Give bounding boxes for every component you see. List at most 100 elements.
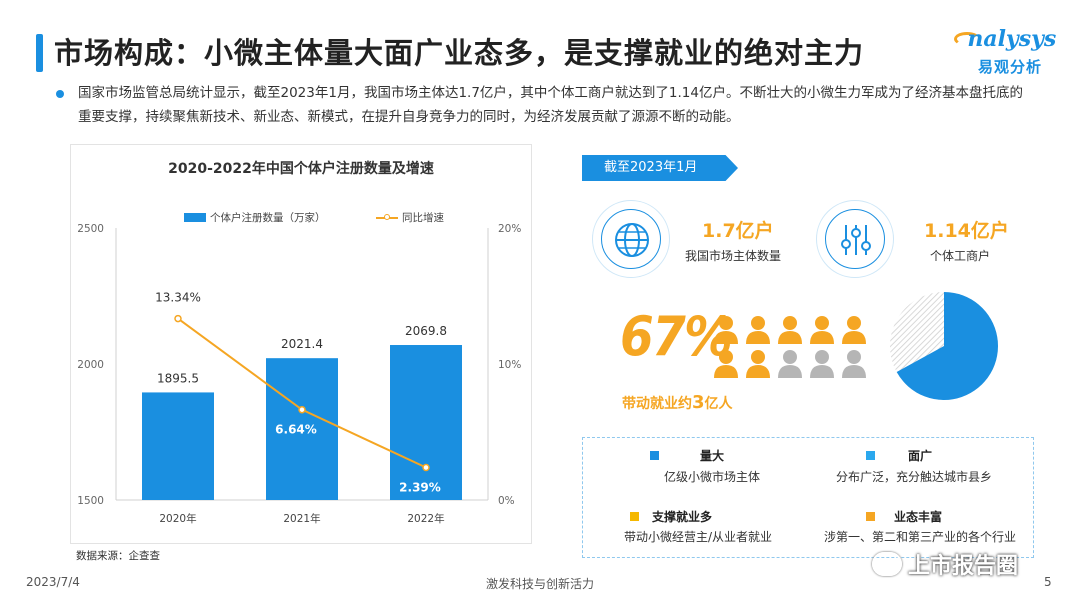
person-body bbox=[810, 365, 834, 378]
bar bbox=[142, 392, 214, 500]
feature-desc-diversity: 涉第一、第二和第三产业的各个行业 bbox=[824, 530, 1017, 544]
globe-circle-inner bbox=[601, 209, 661, 269]
person-head bbox=[815, 350, 829, 364]
person-icon bbox=[810, 316, 834, 344]
feature-desc-volume: 亿级小微市场主体 bbox=[664, 470, 761, 484]
person-icon bbox=[746, 350, 770, 378]
employment-text: 带动就业约3亿人 bbox=[622, 392, 733, 413]
legend-item-bars: 个体户注册数量（万家） bbox=[184, 210, 326, 225]
footer-slogan: 激发科技与创新活力 bbox=[485, 577, 594, 591]
bar-value-label: 2021.4 bbox=[281, 337, 323, 351]
page-number: 5 bbox=[1044, 575, 1052, 589]
person-body bbox=[746, 331, 770, 344]
pie-share-slice bbox=[896, 292, 998, 400]
feature-title-coverage: 面广 bbox=[908, 449, 933, 463]
x-tick-label: 2020年 bbox=[159, 512, 196, 525]
feature-marker-coverage bbox=[866, 451, 875, 460]
page-title: 市场构成：小微主体量大面广业态多，是支撑就业的绝对主力 bbox=[54, 36, 865, 70]
bar bbox=[266, 358, 338, 500]
person-head bbox=[751, 350, 765, 364]
growth-point bbox=[174, 314, 182, 323]
legend-swatch-line bbox=[376, 213, 398, 220]
person-icon bbox=[714, 316, 738, 344]
y-tick-right: 20% bbox=[498, 223, 521, 235]
wechat-icon bbox=[872, 552, 902, 576]
globe-icon bbox=[615, 223, 649, 257]
feature-marker-volume bbox=[650, 451, 659, 460]
logo-swoosh-icon bbox=[954, 32, 980, 46]
growth-point bbox=[298, 405, 306, 414]
sliders-icon bbox=[841, 225, 871, 255]
person-head bbox=[815, 316, 829, 330]
person-head bbox=[847, 350, 861, 364]
feature-title-employment: 支撑就业多 bbox=[652, 510, 713, 524]
y-tick-right: 10% bbox=[498, 359, 521, 371]
growth-label: 6.64% bbox=[275, 423, 317, 437]
person-icon bbox=[842, 316, 866, 344]
person-head bbox=[719, 350, 733, 364]
footer-date: 2023/7/4 bbox=[26, 575, 80, 589]
people-grid bbox=[714, 316, 866, 378]
person-body bbox=[810, 331, 834, 344]
share-percentage: 67% bbox=[620, 305, 733, 368]
person-icon bbox=[842, 350, 866, 378]
globe-circle bbox=[592, 200, 670, 278]
feature-title-volume: 量大 bbox=[700, 449, 725, 463]
bar-value-label: 2069.8 bbox=[405, 324, 447, 338]
stat-market-entities-label: 我国市场主体数量 bbox=[685, 249, 782, 263]
person-head bbox=[751, 316, 765, 330]
person-body bbox=[778, 365, 802, 378]
y-tick-left: 1500 bbox=[77, 495, 104, 507]
y-tick-left: 2500 bbox=[77, 223, 104, 235]
person-body bbox=[842, 331, 866, 344]
growth-point bbox=[422, 463, 430, 472]
stat-individual-business-label: 个体工商户 bbox=[930, 249, 991, 263]
feature-desc-coverage: 分布广泛，充分触达城市县乡 bbox=[836, 470, 993, 484]
person-icon bbox=[746, 316, 770, 344]
person-icon bbox=[714, 350, 738, 378]
bar bbox=[390, 345, 462, 500]
x-tick-label: 2022年 bbox=[407, 512, 444, 525]
stat-individual-business-value: 1.14亿户 bbox=[924, 220, 1009, 242]
feature-desc-employment: 带动小微经营主/从业者就业 bbox=[624, 530, 773, 544]
feature-title-diversity: 业态丰富 bbox=[894, 510, 943, 524]
analysys-logo: nalysys 易观分析 bbox=[952, 26, 1064, 82]
x-tick-label: 2021年 bbox=[283, 512, 320, 525]
person-body bbox=[778, 331, 802, 344]
y-tick-right: 0% bbox=[498, 495, 515, 507]
sliders-circle bbox=[816, 200, 894, 278]
person-head bbox=[783, 316, 797, 330]
feature-marker-diversity bbox=[866, 512, 875, 521]
logo-text-en: nalysys bbox=[967, 26, 1057, 52]
person-body bbox=[714, 331, 738, 344]
title-accent-bar bbox=[36, 34, 43, 72]
legend-swatch-bar bbox=[184, 213, 206, 222]
chart-title: 2020-2022年中国个体户注册数量及增速 bbox=[168, 161, 434, 177]
person-icon bbox=[778, 316, 802, 344]
person-head bbox=[783, 350, 797, 364]
share-pie-chart bbox=[890, 292, 998, 400]
person-icon bbox=[778, 350, 802, 378]
growth-label: 2.39% bbox=[399, 480, 441, 494]
feature-marker-employment bbox=[630, 512, 639, 521]
person-body bbox=[746, 365, 770, 378]
person-body bbox=[842, 365, 866, 378]
bar-value-label: 1895.5 bbox=[157, 371, 199, 385]
legend-label-line: 同比增速 bbox=[402, 212, 444, 224]
y-tick-left: 2000 bbox=[77, 359, 104, 371]
legend-item-line: 同比增速 bbox=[376, 210, 444, 225]
intro-paragraph: 国家市场监管总局统计显示，截至2023年1月，我国市场主体达1.7亿户，其中个体… bbox=[78, 85, 1023, 125]
person-head bbox=[847, 316, 861, 330]
bullet-dot-icon bbox=[56, 90, 64, 98]
legend-label-bars: 个体户注册数量（万家） bbox=[210, 212, 326, 224]
person-body bbox=[714, 365, 738, 378]
date-ribbon: 截至2023年1月 bbox=[582, 155, 738, 181]
sliders-circle-inner bbox=[825, 209, 885, 269]
growth-label: 13.34% bbox=[155, 291, 201, 305]
person-head bbox=[719, 316, 733, 330]
logo-text-cn: 易观分析 bbox=[978, 58, 1043, 76]
watermark-text: 上市报告圈 bbox=[908, 554, 1019, 579]
data-source: 数据来源：企查查 bbox=[76, 550, 160, 562]
stat-market-entities-value: 1.7亿户 bbox=[702, 220, 774, 242]
